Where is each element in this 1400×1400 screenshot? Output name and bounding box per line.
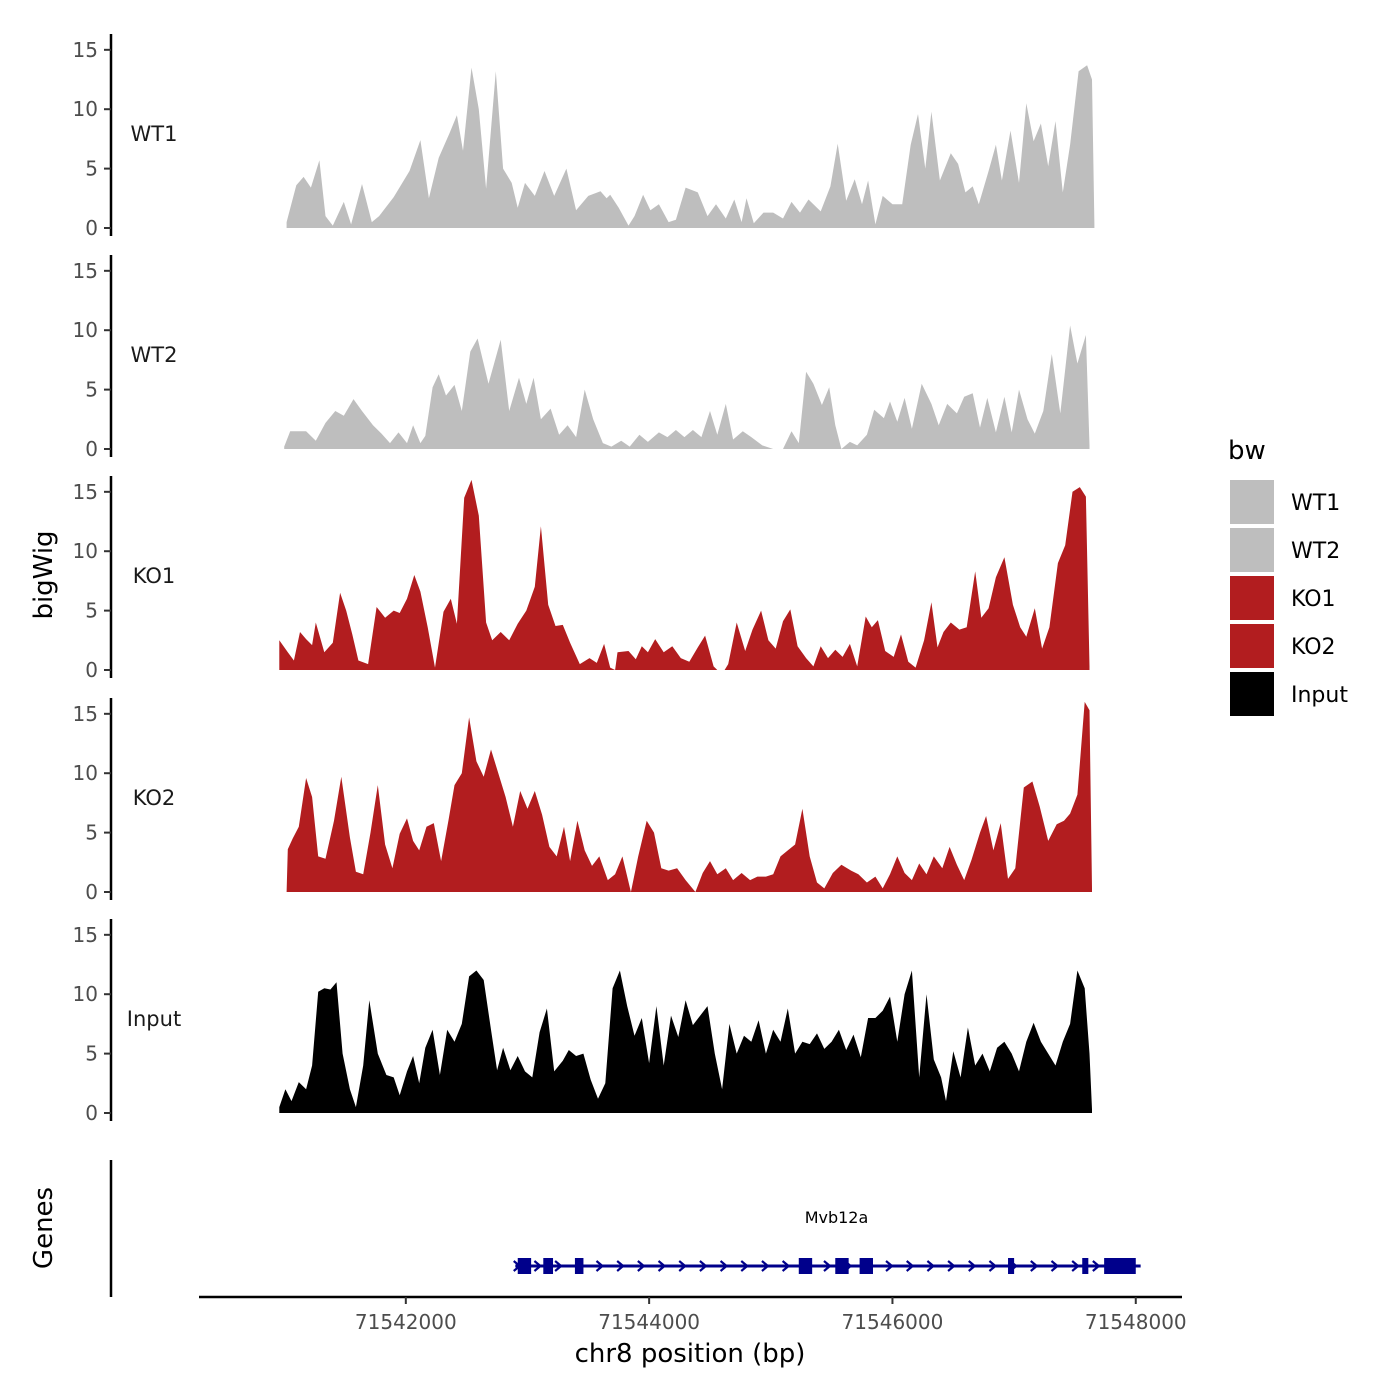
x-tick-label: 71548000 [1085,1310,1187,1334]
y-tick-label: 10 [73,318,98,342]
y-tick-label: 15 [73,480,98,504]
signal-area-wt2 [284,325,1090,449]
gene-label: Mvb12a [805,1208,869,1227]
y-tick-label: 10 [73,982,98,1006]
strand-arrow [1092,1260,1101,1272]
legend-label: KO2 [1291,635,1336,660]
strand-arrow [988,1260,998,1272]
gene-exon [859,1258,873,1274]
track-label: KO2 [133,786,176,810]
strand-arrow [781,1260,791,1272]
track-label: KO1 [133,564,176,588]
legend-title: bw [1228,436,1266,466]
legend-swatch [1230,480,1274,524]
y-tick-label: 15 [73,38,98,62]
y-tick-label: 0 [85,880,98,904]
legend-swatch [1230,528,1274,572]
strand-arrow [616,1260,625,1272]
signal-area-input [279,970,1092,1113]
y-tick-label: 0 [85,1101,98,1125]
legend-swatch [1230,624,1274,668]
y-tick-label: 5 [85,599,98,623]
legend-item-wt2: WT2 [1230,528,1340,572]
x-axis-title: chr8 position (bp) [575,1339,806,1369]
strand-arrow [637,1260,646,1272]
x-axis: 71542000 71544000 71546000 71548000 chr8 po… [199,1295,1187,1369]
strand-arrow [968,1260,977,1272]
strand-arrow [719,1260,729,1272]
signal-area-ko1 [279,479,1090,670]
legend-item-input: Input [1230,672,1348,716]
legend: bw WT1 WT2 KO1 KO2 Input [1228,436,1348,716]
strand-arrow [1071,1260,1080,1272]
y-tick-label: 15 [73,923,98,947]
strand-arrow [740,1260,749,1272]
y-tick-label: 10 [73,97,98,121]
strand-arrow [823,1260,832,1272]
gene-model [513,1258,1141,1274]
strand-arrow [947,1260,956,1272]
gene-exon [517,1258,532,1274]
legend-swatch [1230,576,1274,620]
y-tick-label: 5 [85,157,98,181]
strand-arrow [533,1260,543,1272]
signal-area-ko2 [286,701,1093,892]
strand-arrow [678,1260,687,1272]
track-wt2: 0 5 10 15 WT2 [73,255,1090,461]
gene-exon [835,1258,849,1274]
y-tick-label: 15 [73,702,98,726]
y-tick-label: 5 [85,1042,98,1066]
strand-arrow [761,1260,770,1272]
legend-items: WT1 WT2 KO1 KO2 Input [1230,480,1348,716]
track-wt1: 0 5 10 15 WT1 [73,34,1095,240]
y-tick-label: 5 [85,821,98,845]
legend-item-wt1: WT1 [1230,480,1340,524]
strand-arrow [699,1260,708,1272]
gene-exon [798,1258,813,1274]
strand-arrow [595,1260,605,1272]
strand-arrow [1050,1260,1060,1272]
y-tick-label: 15 [73,259,98,283]
gene-exon [1008,1258,1015,1274]
x-tick-label: 71546000 [842,1310,944,1334]
legend-label: WT1 [1291,491,1340,516]
gene-exon [1082,1258,1089,1274]
strand-arrow [905,1260,915,1272]
track-label: WT2 [131,343,178,367]
track-label: WT1 [131,122,178,146]
track-ko2: 0 5 10 15 KO2 [73,698,1093,904]
signal-tracks: 0 5 10 15 WT1 0 5 10 15 WT2 0 5 10 15 KO1 0 5 10 15 KO2 0 5 10… [73,34,1095,1125]
signal-area-wt1 [286,65,1095,228]
legend-item-ko2: KO2 [1230,624,1336,668]
track-label: Input [127,1007,181,1031]
x-tick-label: 71544000 [598,1310,700,1334]
strand-arrow [554,1260,563,1272]
legend-label: KO1 [1291,587,1336,612]
gene-exon [1104,1258,1136,1274]
track-ko1: 0 5 10 15 KO1 [73,476,1090,682]
strand-arrow [926,1260,936,1272]
y-axis-title: bigWig [29,530,59,619]
x-tick-label: 71542000 [355,1310,457,1334]
y-tick-label: 0 [85,216,98,240]
strand-arrow [885,1260,894,1272]
legend-label: Input [1291,683,1348,708]
y-tick-label: 10 [73,539,98,563]
legend-label: WT2 [1291,539,1340,564]
track-input: 0 5 10 15 Input [73,919,1092,1125]
gene-exon [543,1258,554,1274]
y-tick-label: 0 [85,437,98,461]
strand-arrow [657,1260,667,1272]
y-tick-label: 0 [85,658,98,682]
legend-item-ko1: KO1 [1230,576,1336,620]
genes-panel-title: Genes [29,1187,59,1269]
y-tick-label: 5 [85,378,98,402]
legend-swatch [1230,672,1274,716]
y-tick-label: 10 [73,761,98,785]
gene-exon [574,1258,584,1274]
x-ticks: 71542000 71544000 71546000 71548000 [355,1297,1187,1334]
strand-arrow [1030,1260,1039,1272]
genes-panel: Genes Mvb12a [29,1160,1141,1297]
